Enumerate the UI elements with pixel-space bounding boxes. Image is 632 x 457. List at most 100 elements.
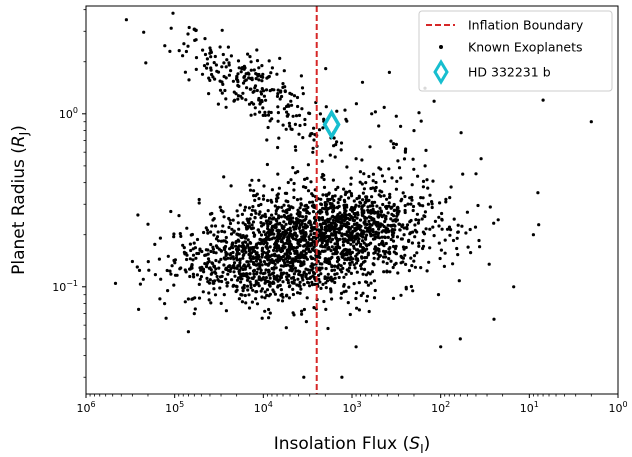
exoplanet-point xyxy=(163,44,167,48)
exoplanet-point xyxy=(236,238,240,242)
exoplanet-point xyxy=(325,211,329,215)
exoplanet-point xyxy=(236,97,240,101)
exoplanet-point xyxy=(367,229,371,233)
exoplanet-point xyxy=(458,337,462,341)
exoplanet-point xyxy=(232,261,237,265)
exoplanet-point xyxy=(362,267,367,271)
exoplanet-point xyxy=(369,215,373,220)
exoplanet-point xyxy=(374,180,378,185)
exoplanet-point xyxy=(381,260,385,264)
exoplanet-point xyxy=(240,96,244,100)
exoplanet-point xyxy=(267,307,271,312)
exoplanet-point xyxy=(339,252,343,256)
exoplanet-point xyxy=(355,242,359,246)
exoplanet-point xyxy=(289,99,293,103)
exoplanet-point xyxy=(272,248,276,252)
exoplanet-point xyxy=(372,256,376,260)
exoplanet-point xyxy=(300,276,304,280)
exoplanet-point xyxy=(268,119,272,123)
exoplanet-point xyxy=(265,241,269,246)
exoplanet-point xyxy=(310,262,314,266)
exoplanet-point xyxy=(422,214,426,218)
exoplanet-point xyxy=(342,261,346,265)
exoplanet-point xyxy=(254,290,258,294)
exoplanet-point xyxy=(284,127,288,131)
exoplanet-point xyxy=(387,201,391,205)
exoplanet-point xyxy=(404,147,408,151)
exoplanet-point xyxy=(293,171,298,175)
exoplanet-point xyxy=(216,278,220,282)
exoplanet-point xyxy=(326,272,330,276)
exoplanet-point xyxy=(209,50,213,55)
exoplanet-point xyxy=(227,63,231,67)
exoplanet-point xyxy=(383,219,387,224)
exoplanet-point xyxy=(253,256,258,260)
exoplanet-point xyxy=(403,253,407,257)
exoplanet-point xyxy=(365,222,369,227)
exoplanet-point xyxy=(372,251,376,255)
exoplanet-point xyxy=(241,256,245,260)
exoplanet-point xyxy=(354,254,358,258)
exoplanet-point xyxy=(185,226,189,230)
exoplanet-point xyxy=(363,249,367,253)
exoplanet-point xyxy=(274,209,278,213)
exoplanet-point xyxy=(309,223,313,227)
exoplanet-point xyxy=(222,293,226,297)
exoplanet-point xyxy=(237,271,242,276)
exoplanet-point xyxy=(451,262,455,266)
exoplanet-point xyxy=(371,233,375,237)
exoplanet-point xyxy=(267,273,271,277)
exoplanet-point xyxy=(264,219,268,223)
exoplanet-point xyxy=(349,242,353,246)
exoplanet-point xyxy=(352,212,356,216)
exoplanet-point xyxy=(259,260,263,264)
exoplanet-point xyxy=(168,49,172,54)
exoplanet-point xyxy=(282,213,286,218)
exoplanet-point xyxy=(252,234,256,238)
exoplanet-point xyxy=(240,293,244,297)
exoplanet-point xyxy=(220,80,224,84)
exoplanet-point xyxy=(275,219,279,223)
exoplanet-point xyxy=(374,220,378,224)
exoplanet-point xyxy=(456,230,460,234)
exoplanet-point xyxy=(243,240,247,244)
exoplanet-point xyxy=(182,42,186,46)
exoplanet-point xyxy=(384,255,388,259)
exoplanet-point xyxy=(428,227,432,231)
exoplanet-point xyxy=(304,217,308,221)
exoplanet-point xyxy=(417,241,421,245)
exoplanet-point xyxy=(263,281,267,285)
exoplanet-point xyxy=(202,64,207,68)
exoplanet-point xyxy=(240,244,244,249)
exoplanet-point xyxy=(153,273,157,277)
exoplanet-point xyxy=(248,272,252,276)
exoplanet-point xyxy=(286,180,290,185)
exoplanet-point xyxy=(408,196,412,200)
exoplanet-point xyxy=(394,187,398,191)
exoplanet-point xyxy=(228,264,232,268)
exoplanet-point xyxy=(380,215,384,219)
exoplanet-point xyxy=(268,311,272,315)
exoplanet-point xyxy=(465,210,469,214)
exoplanet-point xyxy=(291,311,295,315)
exoplanet-point xyxy=(302,307,306,312)
exoplanet-point xyxy=(300,86,305,90)
exoplanet-point xyxy=(343,222,347,226)
exoplanet-point xyxy=(212,250,216,254)
exoplanet-point xyxy=(191,253,196,257)
exoplanet-point xyxy=(288,218,292,222)
exoplanet-point xyxy=(291,281,295,285)
exoplanet-point xyxy=(230,242,235,246)
exoplanet-point xyxy=(373,247,377,251)
exoplanet-point xyxy=(361,246,365,250)
exoplanet-point xyxy=(432,99,436,103)
exoplanet-point xyxy=(211,281,215,285)
exoplanet-point xyxy=(424,148,428,152)
exoplanet-point xyxy=(213,293,218,297)
exoplanet-point xyxy=(259,221,263,225)
exoplanet-point xyxy=(214,258,218,263)
exoplanet-point xyxy=(205,57,209,61)
exoplanet-point xyxy=(387,167,391,171)
exoplanet-point xyxy=(354,157,358,161)
exoplanet-point xyxy=(469,251,473,255)
